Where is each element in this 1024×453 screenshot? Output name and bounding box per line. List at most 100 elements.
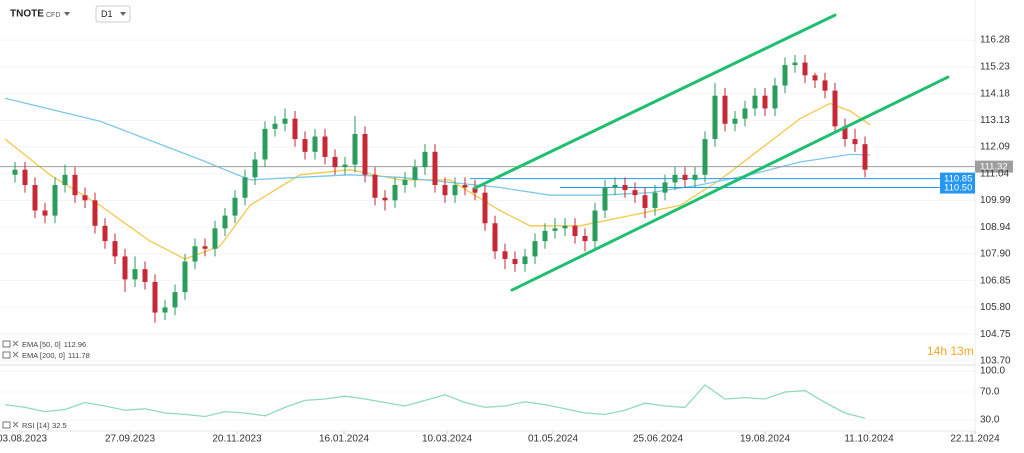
candle-body bbox=[862, 144, 868, 170]
candle-body bbox=[22, 169, 28, 185]
candle-body bbox=[182, 261, 188, 293]
symbol-kind[interactable]: CFD bbox=[46, 12, 60, 19]
x-tick-label: 25.06.2024 bbox=[633, 434, 683, 445]
candle-body bbox=[92, 200, 98, 226]
legend-name: RSI [14] bbox=[22, 421, 49, 430]
candle-body bbox=[502, 251, 508, 259]
candle-body bbox=[692, 174, 698, 180]
candle-body bbox=[572, 225, 578, 237]
symbol-selector[interactable]: TNOTE CFD bbox=[10, 9, 70, 20]
candle-body bbox=[642, 195, 648, 208]
rsi-line bbox=[4, 384, 866, 419]
candle-body bbox=[522, 256, 528, 265]
candle-body bbox=[32, 184, 38, 211]
x-tick-label: 01.05.2024 bbox=[528, 434, 578, 445]
candle-body bbox=[442, 184, 448, 196]
candle-body bbox=[582, 236, 588, 242]
candle-body bbox=[202, 246, 208, 249]
legend-remove[interactable] bbox=[12, 351, 19, 358]
candle-body bbox=[462, 184, 468, 188]
candle-body bbox=[292, 118, 298, 140]
trendline bbox=[473, 13, 837, 190]
candle-body bbox=[742, 108, 748, 119]
timeframe[interactable]: D1 bbox=[101, 9, 113, 19]
x-tick-label: 03.08.2023 bbox=[0, 434, 47, 445]
candle-body bbox=[612, 184, 618, 188]
candle-body bbox=[772, 85, 778, 109]
y-tick-label: 103.70 bbox=[980, 356, 1011, 367]
candle-body bbox=[382, 197, 388, 201]
x-tick-label: 20.11.2023 bbox=[212, 434, 262, 445]
candle-body bbox=[702, 139, 708, 175]
legend-name: EMA [50, 0] bbox=[22, 340, 61, 349]
candle-body bbox=[122, 256, 128, 280]
candle-body bbox=[102, 225, 108, 242]
legend-icon[interactable] bbox=[2, 421, 11, 429]
candle-body bbox=[42, 210, 48, 216]
candle-body bbox=[732, 118, 738, 124]
legend-icon[interactable] bbox=[2, 340, 11, 348]
timeframe-selector[interactable]: D1 bbox=[95, 5, 131, 23]
y-tick-label: 109.99 bbox=[980, 195, 1011, 206]
legend-value: 112.96 bbox=[64, 340, 86, 349]
candle-body bbox=[622, 184, 628, 191]
candle-body bbox=[152, 281, 158, 313]
candle-body bbox=[782, 65, 788, 86]
candle-body bbox=[542, 230, 548, 242]
candle-body bbox=[222, 215, 228, 229]
candle-body bbox=[342, 164, 348, 168]
candle-body bbox=[752, 95, 758, 109]
candle-body bbox=[162, 307, 168, 313]
candle-body bbox=[212, 228, 218, 249]
candle-body bbox=[172, 292, 178, 308]
candle-body bbox=[632, 190, 638, 196]
candle-body bbox=[652, 192, 658, 208]
candle-body bbox=[272, 123, 278, 129]
legend-remove[interactable] bbox=[12, 340, 19, 347]
candle-body bbox=[142, 269, 148, 282]
y-tick-label: 113.13 bbox=[980, 115, 1010, 126]
symbol[interactable]: TNOTE bbox=[10, 9, 44, 20]
candle-body bbox=[312, 136, 318, 152]
candle-body bbox=[322, 136, 328, 157]
candle-body bbox=[352, 133, 358, 165]
candle-body bbox=[802, 62, 808, 76]
y-tick-label: 115.23 bbox=[980, 62, 1010, 73]
candle-body bbox=[132, 269, 138, 280]
y-tick-label: 108.94 bbox=[980, 222, 1011, 233]
candle-body bbox=[232, 197, 238, 216]
y-tick-label: 116.28 bbox=[980, 35, 1010, 46]
candle-body bbox=[832, 90, 838, 127]
timeframe-box[interactable] bbox=[95, 5, 131, 23]
candle-body bbox=[452, 184, 458, 196]
candle-body bbox=[792, 62, 798, 66]
y-tick-label: 105.80 bbox=[980, 302, 1011, 313]
legend-name: EMA [200, 0] bbox=[22, 351, 65, 360]
candle-body bbox=[302, 139, 308, 152]
candle-body bbox=[672, 174, 678, 183]
dropdown-arrow[interactable] bbox=[64, 12, 70, 16]
y-tick-label: 111.04 bbox=[980, 168, 1010, 179]
candle-body bbox=[192, 246, 198, 262]
ema-line bbox=[4, 97, 871, 196]
candle-body bbox=[662, 182, 668, 193]
candle-body bbox=[412, 167, 418, 180]
candle-body bbox=[262, 128, 268, 160]
legend-remove[interactable] bbox=[12, 421, 19, 428]
candle-body bbox=[332, 156, 338, 168]
legend-icon[interactable] bbox=[2, 351, 11, 359]
candle-body bbox=[852, 139, 858, 145]
legend-value: 111.78 bbox=[68, 351, 90, 360]
trendline bbox=[510, 75, 950, 292]
candle-body bbox=[252, 159, 258, 178]
candle-body bbox=[392, 184, 398, 201]
x-tick-label: 27.09.2023 bbox=[105, 434, 155, 445]
y-tick-label: 100.0 bbox=[980, 366, 1005, 377]
x-tick-label: 11.10.2024 bbox=[844, 434, 894, 445]
candle-body bbox=[552, 228, 558, 231]
y-tick-label: 70.0 bbox=[980, 387, 1000, 398]
dropdown-arrow[interactable] bbox=[120, 12, 126, 16]
